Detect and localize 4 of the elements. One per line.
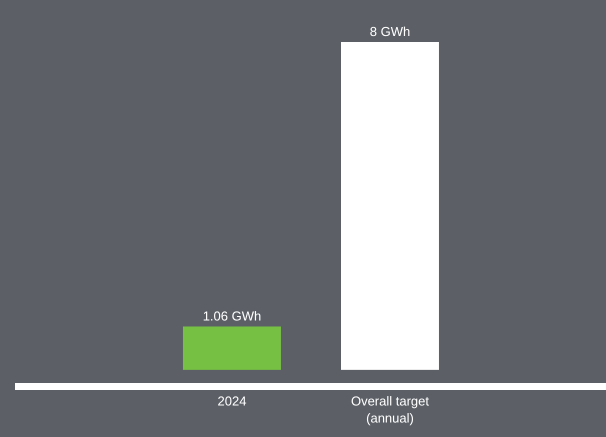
x-tick-label: Overall target (annual) — [350, 394, 430, 426]
data-label: 8 GWh — [370, 24, 410, 39]
x-tick-label: 2024 — [218, 394, 246, 409]
data-label: 1.06 GWh — [202, 308, 262, 324]
